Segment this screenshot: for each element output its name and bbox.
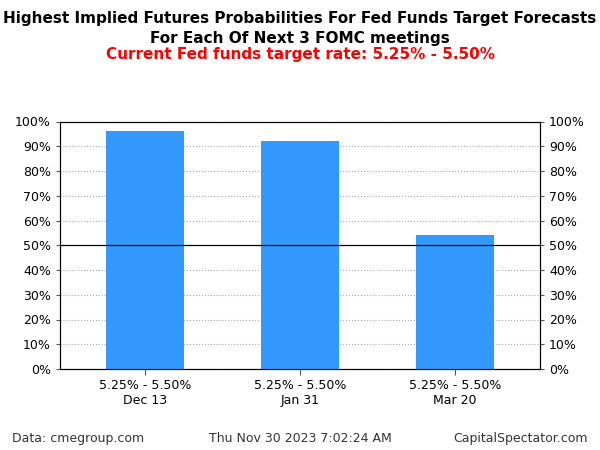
Text: Current Fed funds target rate: 5.25% - 5.50%: Current Fed funds target rate: 5.25% - 5… xyxy=(106,47,494,62)
Text: CapitalSpectator.com: CapitalSpectator.com xyxy=(454,432,588,445)
Bar xyxy=(416,235,494,369)
Text: Thu Nov 30 2023 7:02:24 AM: Thu Nov 30 2023 7:02:24 AM xyxy=(209,432,391,445)
Bar xyxy=(261,141,339,369)
Text: Highest Implied Futures Probabilities For Fed Funds Target Forecasts
For Each Of: Highest Implied Futures Probabilities Fo… xyxy=(4,11,596,46)
Text: Data: cmegroup.com: Data: cmegroup.com xyxy=(12,432,144,445)
Bar xyxy=(106,131,184,369)
